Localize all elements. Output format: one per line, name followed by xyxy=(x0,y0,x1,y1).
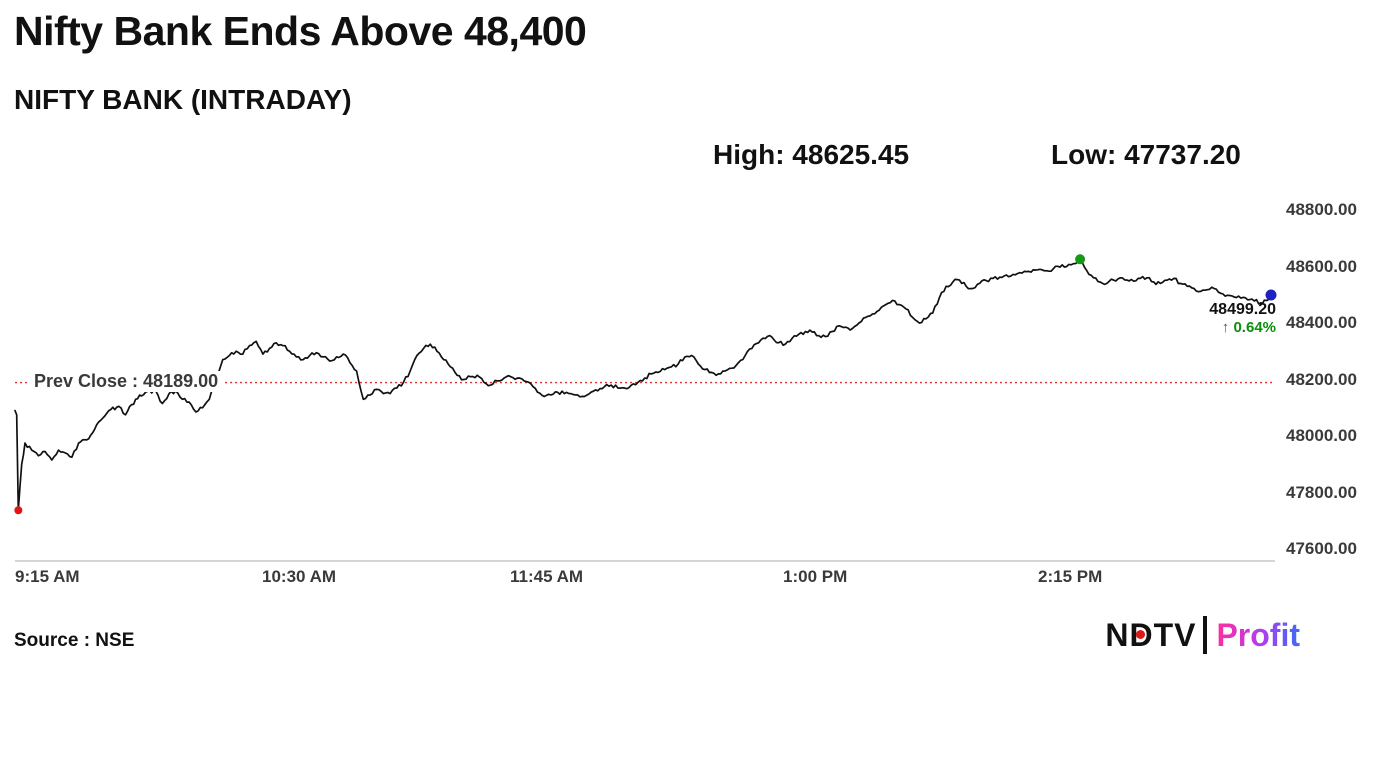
y-axis-label: 48600.00 xyxy=(1286,257,1357,276)
logo-separator xyxy=(1203,616,1208,654)
last-price-annotation: 48499.20 ↑ 0.64% xyxy=(1209,301,1276,337)
x-axis-label: 9:15 AM xyxy=(15,567,80,586)
x-axis-label: 2:15 PM xyxy=(1038,567,1103,586)
ndtv-logo: NDTV xyxy=(1105,617,1196,654)
source-label: Source : NSE xyxy=(14,630,135,651)
x-axis-label: 1:00 PM xyxy=(783,567,848,586)
prev-close-label: Prev Close : 48189.00 xyxy=(28,370,225,392)
headline: Nifty Bank Ends Above 48,400 xyxy=(14,8,587,54)
chart-title: NIFTY BANK (INTRADAY) xyxy=(14,84,352,115)
high-value-label: High: 48625.45 xyxy=(713,139,910,170)
x-axis-label: 11:45 AM xyxy=(510,567,584,586)
y-axis-label: 48800.00 xyxy=(1286,200,1357,219)
ndtv-red-dot-icon xyxy=(1136,629,1146,639)
y-axis-label: 48400.00 xyxy=(1286,313,1357,332)
session-high-dot xyxy=(1075,254,1086,265)
change-percent-label: ↑ 0.64% xyxy=(1221,319,1276,336)
session-low-dot xyxy=(14,506,23,515)
ndtv-logo-text: NDTV xyxy=(1105,616,1197,653)
y-axis-label: 47600.00 xyxy=(1286,539,1357,558)
y-axis-label: 48000.00 xyxy=(1286,426,1357,445)
x-axis-label: 10:30 AM xyxy=(262,567,337,586)
y-axis-label: 48200.00 xyxy=(1286,370,1357,389)
profit-logo: Profit xyxy=(1216,616,1300,653)
brand-logo: NDTV Profit xyxy=(1105,616,1300,654)
y-axis-label: 47800.00 xyxy=(1286,483,1357,502)
low-value-label: Low: 47737.20 xyxy=(1051,139,1241,170)
last-price-dot xyxy=(1265,289,1277,301)
last-price-label: 48499.20 xyxy=(1209,301,1276,318)
